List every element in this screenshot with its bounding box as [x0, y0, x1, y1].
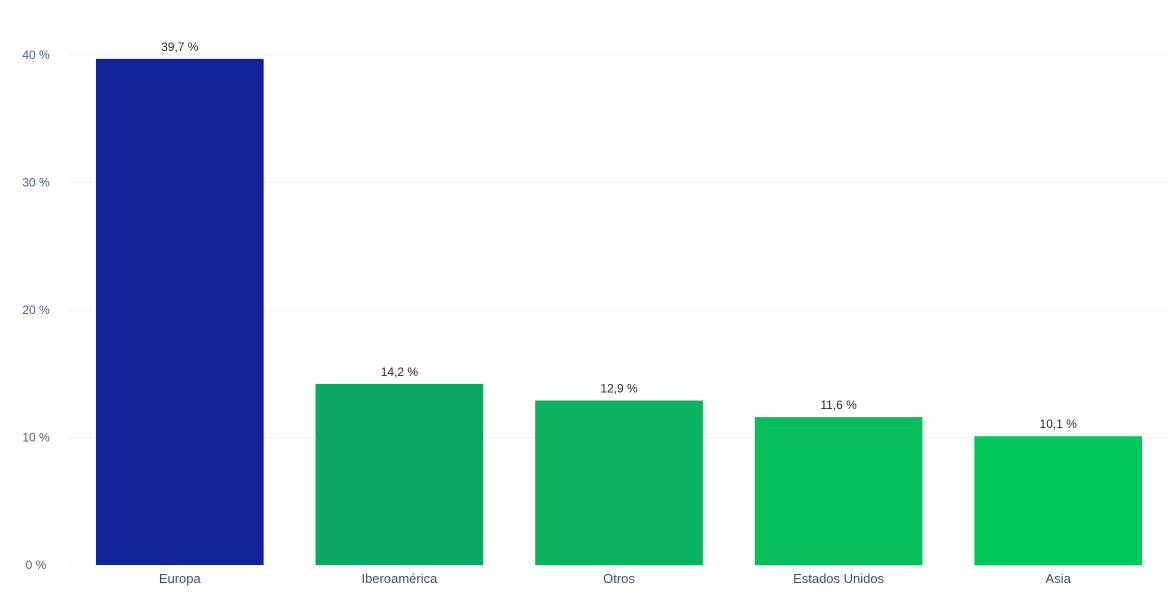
bar-europa — [95, 58, 264, 565]
y-axis: 0 % 10 % 20 % 30 % 40 % — [22, 48, 50, 572]
bar-iberoamérica — [315, 383, 484, 565]
bars — [95, 58, 1143, 565]
bar-estados-unidos — [754, 417, 923, 565]
y-tick-label: 0 % — [26, 558, 47, 572]
bar-asia — [974, 436, 1143, 565]
x-category-label: Iberoamérica — [361, 571, 438, 586]
value-labels: 39,7 % 14,2 % 12,9 % 11,6 % 10,1 % — [161, 40, 1077, 431]
bar-value-label: 14,2 % — [381, 365, 419, 379]
x-category-label: Otros — [603, 571, 635, 586]
y-tick-label: 20 % — [22, 303, 50, 317]
bar-value-label: 12,9 % — [600, 382, 638, 396]
x-axis: Europa Iberoamérica Otros Estados Unidos Asi… — [159, 571, 1072, 586]
y-tick-label: 30 % — [22, 176, 50, 190]
x-category-label: Asia — [1046, 571, 1072, 586]
x-category-label: Europa — [159, 571, 202, 586]
x-category-label: Estados Unidos — [793, 571, 885, 586]
bar-value-label: 39,7 % — [161, 40, 199, 54]
y-tick-label: 10 % — [22, 431, 50, 445]
bar-value-label: 10,1 % — [1040, 417, 1078, 431]
bar-value-label: 11,6 % — [820, 398, 857, 412]
y-tick-label: 40 % — [22, 48, 50, 62]
bar-otros — [535, 400, 703, 565]
